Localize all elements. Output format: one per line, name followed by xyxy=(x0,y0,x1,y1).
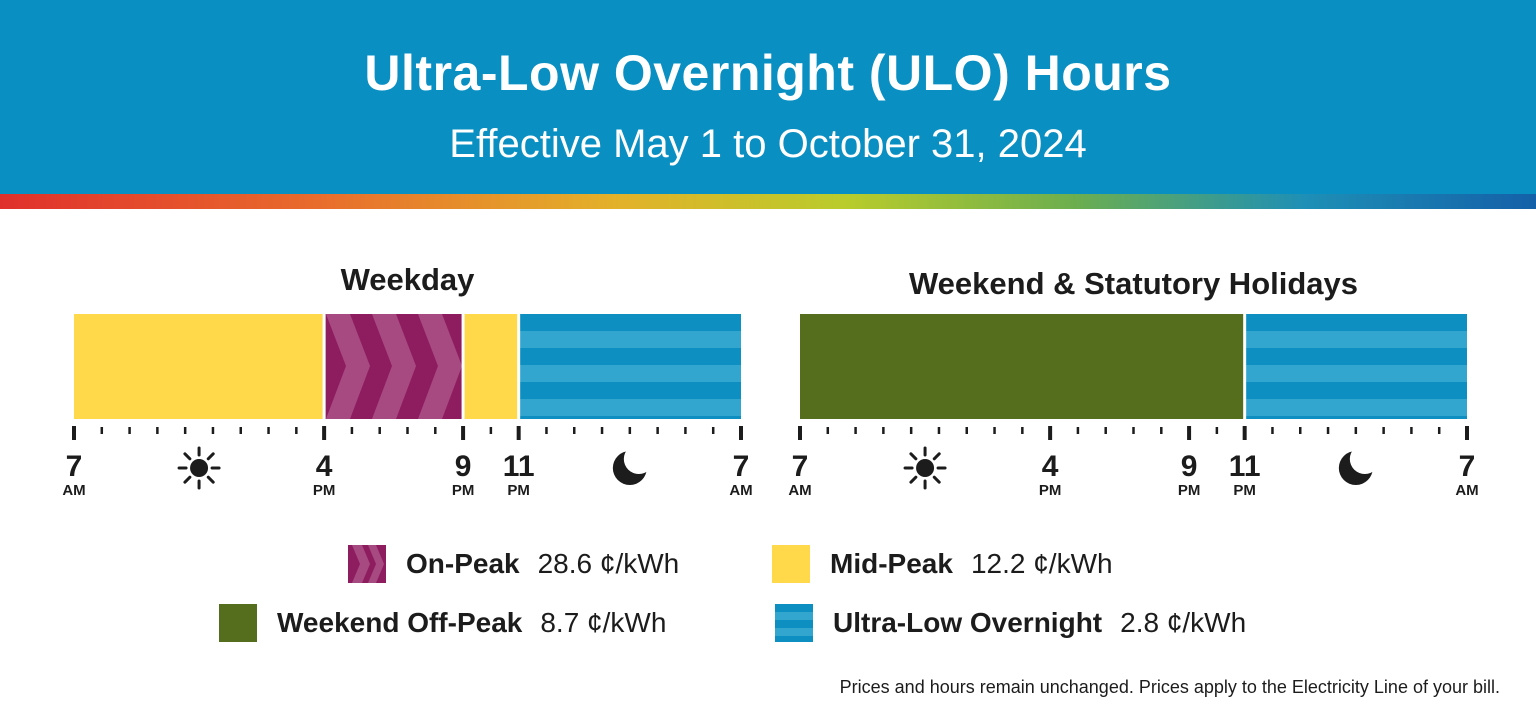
segment-weekend-off-peak xyxy=(800,314,1245,419)
legend-swatch-on-peak xyxy=(348,545,386,583)
tick-label-hour: 7 xyxy=(733,450,750,483)
tick-label-ampm: PM xyxy=(507,482,530,499)
footnote: Prices and hours remain unchanged. Price… xyxy=(839,677,1500,697)
weekend-chart-title: Weekend & Statutory Holidays xyxy=(908,266,1359,301)
legend-swatch-ultra-low-overnight xyxy=(775,604,813,642)
tick-label-hour: 7 xyxy=(66,450,83,483)
rainbow-divider xyxy=(0,194,1536,209)
legend-item-mid-peak: Mid-Peak 12.2 ¢/kWh xyxy=(772,544,1113,584)
weekday-chart-title: Weekday xyxy=(340,262,475,297)
legend-price: 2.8 ¢/kWh xyxy=(1120,607,1247,638)
tick-label-hour: 4 xyxy=(316,450,333,483)
legend-name: Ultra-Low Overnight xyxy=(833,607,1103,638)
moon-icon xyxy=(1338,444,1380,485)
sun-icon xyxy=(177,446,221,490)
segment-mid-peak xyxy=(463,314,519,419)
tick-label-ampm: AM xyxy=(62,482,85,499)
segment-ultra-low-overnight xyxy=(1244,314,1467,419)
tick-label-ampm: PM xyxy=(1233,482,1256,499)
legend-item-weekend-off-peak: Weekend Off-Peak 8.7 ¢/kWh xyxy=(219,603,666,643)
segment-ultra-low-overnight xyxy=(518,314,741,419)
tick-label-hour: 7 xyxy=(792,450,809,483)
tick-label-hour: 11 xyxy=(1229,450,1261,483)
legend-item-ultra-low-overnight: Ultra-Low Overnight 2.8 ¢/kWh xyxy=(775,603,1246,643)
tick-label-ampm: PM xyxy=(313,482,336,499)
tick-label-ampm: AM xyxy=(1455,482,1478,499)
tick-label-hour: 9 xyxy=(1181,450,1198,483)
tick-label-ampm: AM xyxy=(788,482,811,499)
segment-mid-peak xyxy=(74,314,325,419)
legend-swatch-mid-peak xyxy=(772,545,810,583)
legend-price: 8.7 ¢/kWh xyxy=(540,607,667,638)
legend-price: 28.6 ¢/kWh xyxy=(537,548,680,579)
tick-label-ampm: AM xyxy=(729,482,752,499)
legend-swatch-weekend-off-peak xyxy=(219,604,257,642)
header-banner: Ultra-Low Overnight (ULO) Hours Effectiv… xyxy=(0,0,1536,194)
segment-on-peak xyxy=(324,314,464,419)
tick-label-ampm: PM xyxy=(1039,482,1062,499)
tick-label-ampm: PM xyxy=(452,482,475,499)
legend-price: 12.2 ¢/kWh xyxy=(970,548,1113,579)
page-title: Ultra-Low Overnight (ULO) Hours xyxy=(364,45,1172,101)
tick-label-ampm: PM xyxy=(1178,482,1201,499)
moon-icon xyxy=(612,444,654,485)
tick-label-hour: 4 xyxy=(1042,450,1059,483)
legend-name: Weekend Off-Peak xyxy=(277,607,523,638)
legend-name: Mid-Peak xyxy=(830,548,953,579)
tick-label-hour: 7 xyxy=(1459,450,1476,483)
legend-item-on-peak: On-Peak 28.6 ¢/kWh xyxy=(348,544,679,584)
tick-label-hour: 11 xyxy=(503,450,535,483)
tick-label-hour: 9 xyxy=(455,450,472,483)
legend-name: On-Peak xyxy=(406,548,520,579)
sun-icon xyxy=(903,446,947,490)
page-subtitle: Effective May 1 to October 31, 2024 xyxy=(449,122,1087,166)
